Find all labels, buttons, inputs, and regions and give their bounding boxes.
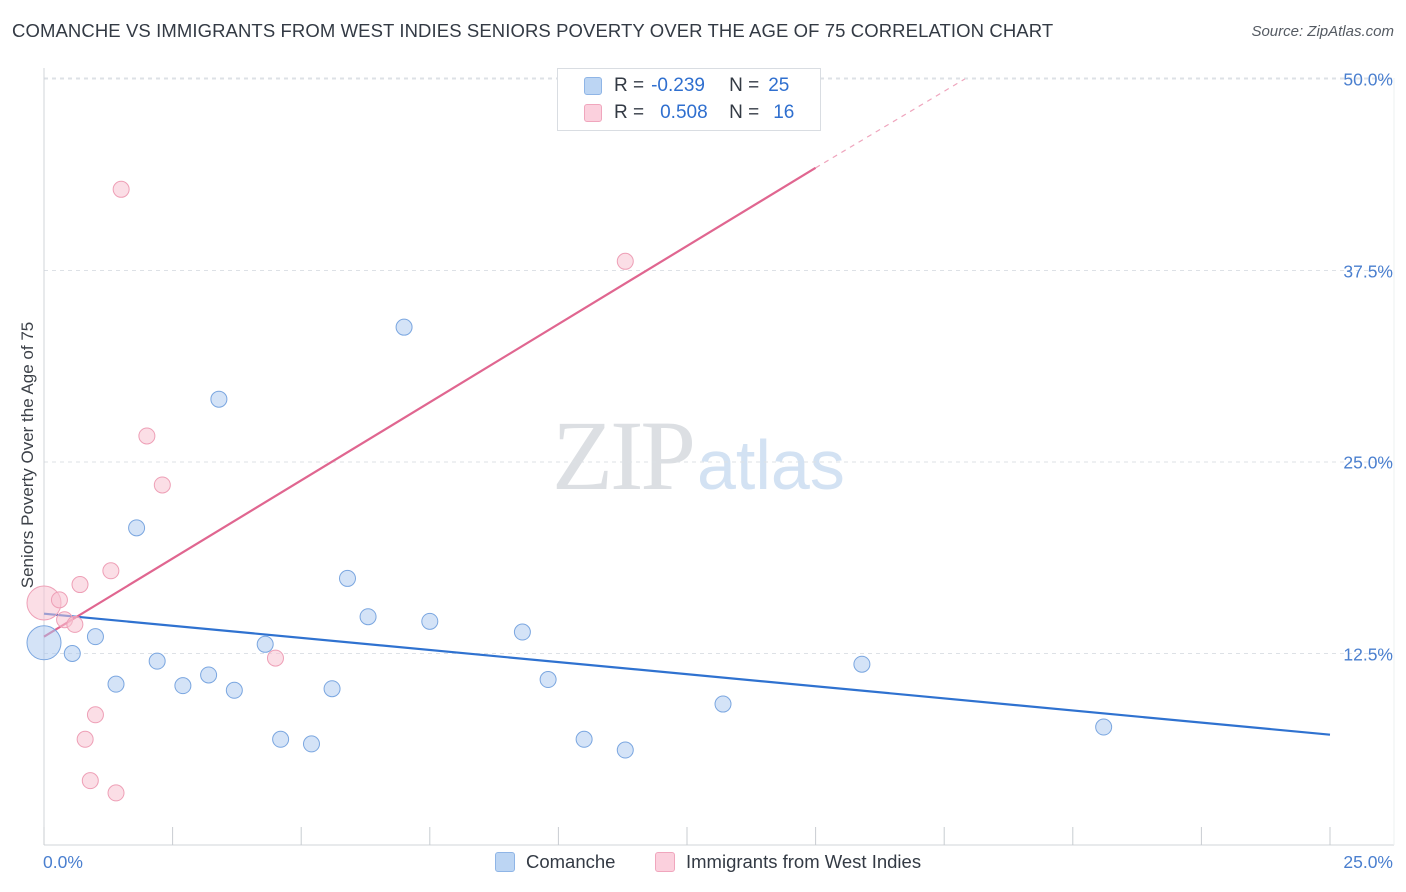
point-comanche bbox=[1095, 718, 1113, 736]
y-tick-label: 25.0% bbox=[1343, 452, 1393, 473]
point-comanche bbox=[107, 675, 125, 693]
bottom-legend-swatch-comanche bbox=[495, 852, 515, 872]
chart-source: Source: ZipAtlas.com bbox=[1251, 23, 1394, 40]
watermark: ZIPatlas bbox=[552, 398, 845, 513]
trend-lines bbox=[43, 78, 1331, 736]
point-comanche bbox=[225, 681, 243, 699]
legend-r-label: R = bbox=[614, 102, 645, 123]
point-west-indies bbox=[71, 576, 89, 594]
point-comanche bbox=[616, 741, 634, 759]
legend-n-label: N = bbox=[729, 102, 760, 123]
y-tick-label: 12.5% bbox=[1343, 644, 1393, 664]
point-comanche bbox=[272, 730, 290, 748]
point-comanche bbox=[302, 735, 320, 753]
legend-swatch-comanche bbox=[584, 77, 602, 95]
gridlines bbox=[44, 77, 1394, 654]
watermark-zip: ZIP bbox=[552, 400, 696, 511]
axes bbox=[43, 68, 1395, 846]
point-west-indies bbox=[86, 706, 104, 724]
bottom-legend-label-comanche: Comanche bbox=[526, 851, 616, 872]
watermark-atlas: atlas bbox=[697, 426, 845, 504]
point-comanche bbox=[395, 318, 413, 336]
legend-r-label: R = bbox=[614, 75, 645, 96]
point-comanche bbox=[575, 730, 593, 748]
point-comanche bbox=[539, 671, 557, 689]
data-points bbox=[26, 180, 1113, 802]
point-west-indies bbox=[266, 649, 284, 667]
legend-row-comanche: R = -0.239 N = 25 bbox=[584, 74, 789, 98]
correlation-legend: R = -0.239 N = 25 R = 0.508 N = 16 bbox=[557, 68, 821, 131]
legend-n-label: N = bbox=[729, 75, 760, 96]
point-comanche bbox=[256, 635, 274, 653]
trend-line-0 bbox=[43, 612, 1331, 736]
trend-line-1 bbox=[43, 166, 817, 638]
point-west-indies bbox=[153, 476, 171, 494]
point-comanche bbox=[128, 519, 146, 537]
x-tick-label-min: 0.0% bbox=[43, 852, 83, 872]
point-west-indies bbox=[112, 180, 130, 198]
y-tick-label: 50.0% bbox=[1343, 69, 1393, 90]
point-west-indies bbox=[107, 784, 125, 802]
point-comanche bbox=[421, 612, 439, 630]
point-comanche bbox=[853, 655, 871, 673]
point-comanche bbox=[513, 623, 531, 641]
point-comanche bbox=[26, 625, 62, 661]
x-tick-label-max: 25.0% bbox=[1343, 852, 1393, 872]
point-comanche bbox=[174, 677, 192, 695]
point-comanche bbox=[714, 695, 732, 713]
legend-n-value: 16 bbox=[773, 102, 795, 123]
bottom-legend-comanche: Comanche bbox=[495, 851, 615, 873]
legend-swatch-west-indies bbox=[584, 104, 602, 122]
trend-line-extension-1 bbox=[815, 78, 966, 169]
point-west-indies bbox=[81, 772, 99, 790]
point-west-indies bbox=[616, 252, 634, 270]
point-west-indies bbox=[66, 615, 84, 633]
legend-r-value: -0.239 bbox=[651, 75, 705, 96]
chart-title: COMANCHE VS IMMIGRANTS FROM WEST INDIES … bbox=[12, 20, 1054, 41]
point-comanche bbox=[210, 390, 228, 408]
y-tick-label: 37.5% bbox=[1343, 261, 1393, 281]
point-comanche bbox=[148, 652, 166, 670]
point-comanche bbox=[86, 628, 104, 646]
point-comanche bbox=[63, 645, 81, 662]
bottom-legend-swatch-west-indies bbox=[655, 852, 675, 872]
point-west-indies bbox=[50, 591, 68, 609]
point-comanche bbox=[200, 666, 218, 684]
point-comanche bbox=[323, 680, 341, 698]
point-west-indies bbox=[76, 730, 94, 748]
y-axis-label: Seniors Poverty Over the Age of 75 bbox=[18, 321, 37, 589]
legend-r-value: 0.508 bbox=[660, 102, 708, 123]
legend-n-value: 25 bbox=[768, 75, 790, 96]
bottom-legend-west-indies: Immigrants from West Indies bbox=[655, 851, 921, 873]
point-west-indies bbox=[138, 427, 156, 445]
point-west-indies bbox=[102, 562, 120, 580]
bottom-legend-label-west-indies: Immigrants from West Indies bbox=[686, 851, 922, 872]
legend-row-west-indies: R = 0.508 N = 16 bbox=[584, 101, 794, 125]
point-comanche bbox=[359, 608, 377, 626]
point-comanche bbox=[338, 569, 356, 587]
